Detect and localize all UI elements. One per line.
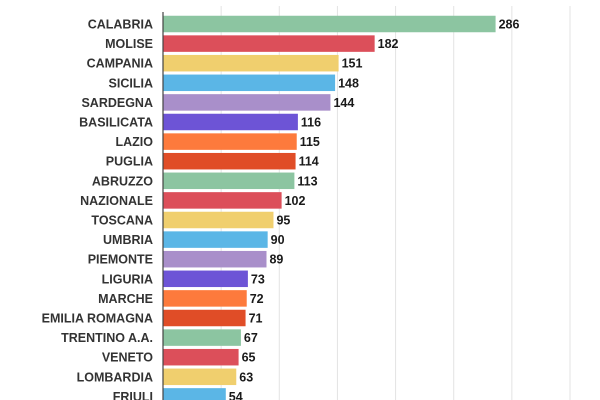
bar xyxy=(163,74,336,92)
value-label: 116 xyxy=(301,116,321,130)
category-label: SICILIA xyxy=(109,76,153,90)
value-label: 72 xyxy=(250,292,264,306)
category-label: CALABRIA xyxy=(88,18,153,32)
value-label: 144 xyxy=(333,96,354,110)
value-label: 95 xyxy=(276,214,290,228)
bar xyxy=(163,54,339,72)
bar xyxy=(163,133,297,150)
category-labels: CALABRIA MOLISE CAMPANIA SICILIA SARDEGNA BAS… xyxy=(42,18,154,400)
category-label: MARCHE xyxy=(98,292,153,306)
value-label: 151 xyxy=(342,57,363,71)
category-label: UMBRIA xyxy=(103,233,153,247)
bar xyxy=(163,231,268,248)
value-label: 73 xyxy=(251,272,265,286)
category-label: PUGLIA xyxy=(106,155,153,169)
category-label: SARDEGNA xyxy=(81,96,153,110)
value-label: 71 xyxy=(249,312,263,326)
bar xyxy=(163,388,226,400)
bar xyxy=(163,250,267,268)
bar xyxy=(163,211,274,229)
category-label: ABRUZZO xyxy=(92,174,153,188)
category-label: TOSCANA xyxy=(91,214,153,228)
value-label: 182 xyxy=(378,37,399,51)
bar xyxy=(163,152,296,170)
bar xyxy=(163,329,241,346)
bar xyxy=(163,368,237,386)
category-label: PIEMONTE xyxy=(88,253,153,267)
bar xyxy=(163,192,282,209)
value-label: 63 xyxy=(239,370,253,384)
category-label: EMILIA ROMAGNA xyxy=(42,312,153,326)
bar xyxy=(163,15,496,33)
category-label: LAZIO xyxy=(116,135,154,149)
category-label: MOLISE xyxy=(105,37,153,51)
bar xyxy=(163,172,295,190)
category-label: TRENTINO A.A. xyxy=(61,331,153,345)
value-label: 67 xyxy=(244,331,258,345)
category-label: LIGURIA xyxy=(102,272,153,286)
bar xyxy=(163,290,247,307)
category-label: LOMBARDIA xyxy=(77,370,153,384)
bars xyxy=(163,15,496,400)
value-labels: 286 182 151 148 144 116 115 114 113 102 95 90 89 73 72… xyxy=(229,18,520,400)
value-label: 286 xyxy=(499,18,520,32)
value-label: 90 xyxy=(271,233,285,247)
value-label: 102 xyxy=(285,194,306,208)
bar xyxy=(163,94,331,111)
bar xyxy=(163,348,239,366)
bar xyxy=(163,35,375,52)
bar xyxy=(163,309,246,327)
grid-lines xyxy=(220,6,571,400)
category-label: VENETO xyxy=(102,351,153,365)
value-label: 89 xyxy=(269,253,283,267)
value-label: 148 xyxy=(338,76,359,90)
category-label: CAMPANIA xyxy=(87,57,153,71)
category-label: FRIULI xyxy=(113,390,153,400)
category-label: NAZIONALE xyxy=(80,194,153,208)
value-label: 113 xyxy=(297,174,317,188)
bar xyxy=(163,113,298,131)
category-label: BASILICATA xyxy=(79,116,153,130)
value-label: 65 xyxy=(242,351,256,365)
value-label: 115 xyxy=(300,135,320,149)
value-label: 114 xyxy=(299,155,319,169)
bar xyxy=(163,270,248,288)
value-label: 54 xyxy=(229,390,243,400)
